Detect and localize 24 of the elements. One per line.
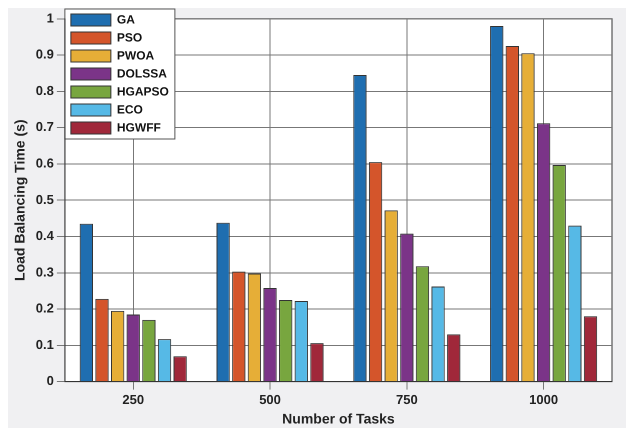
x-tick-label: 500 bbox=[259, 392, 281, 407]
y-tick-label: 0.4 bbox=[36, 228, 55, 244]
y-tick-label: 0.8 bbox=[36, 82, 54, 98]
y-tick-label: 0.5 bbox=[36, 192, 54, 207]
y-axis-title: Load Balancing Time (s) bbox=[11, 119, 28, 281]
x-tick-label: 1000 bbox=[529, 392, 558, 407]
y-tick-label: 0.7 bbox=[36, 119, 54, 134]
y-tick-label: 0.9 bbox=[36, 46, 54, 62]
legend-label: GA bbox=[116, 12, 136, 26]
legend-label: DOLSSA bbox=[116, 66, 168, 80]
y-tick-label: 0.1 bbox=[36, 336, 54, 352]
y-tick-label: 1 bbox=[46, 10, 54, 26]
legend-label: HGAPSO bbox=[116, 84, 169, 98]
legend-label: HGWFF bbox=[116, 120, 161, 134]
y-tick-label: 0.3 bbox=[36, 264, 54, 280]
legend-label: PSO bbox=[116, 30, 142, 44]
legend-label: ECO bbox=[116, 102, 143, 116]
x-tick-label: 250 bbox=[122, 392, 144, 407]
y-tick-label: 0 bbox=[46, 373, 54, 388]
y-tick-label: 0.6 bbox=[36, 156, 54, 170]
legend-label: PWOA bbox=[116, 48, 155, 62]
x-tick-label: 750 bbox=[396, 392, 418, 407]
y-tick-label: 0.2 bbox=[36, 300, 54, 316]
x-axis-title: Number of Tasks bbox=[282, 410, 395, 426]
